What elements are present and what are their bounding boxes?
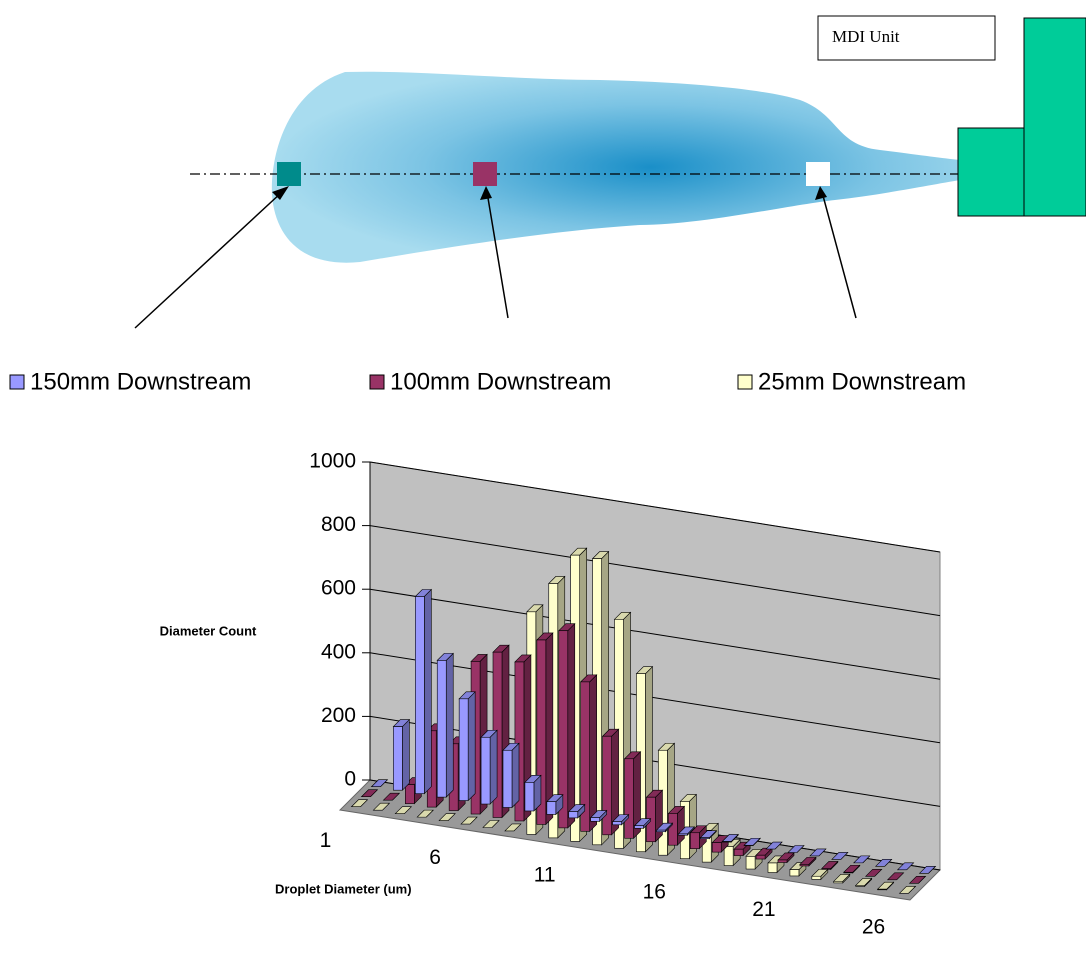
x-tick-label: 21 [752, 898, 775, 921]
bar-front [878, 889, 887, 890]
mdi-label: MDI Unit [832, 27, 900, 46]
marker-25 [806, 162, 830, 186]
bar-front [700, 838, 709, 839]
x-axis-label: Droplet Diameter (um) [275, 881, 412, 896]
diagram: MDI Unit [135, 16, 1086, 328]
y-tick-label: 800 [321, 513, 356, 536]
bar-front [812, 876, 821, 879]
bar-front [613, 822, 622, 825]
x-tick-label: 26 [862, 915, 885, 938]
bar-front [569, 812, 578, 818]
spray-plume [272, 72, 960, 263]
bar-side [490, 730, 497, 804]
bar-front [756, 855, 765, 859]
bar-front [547, 802, 556, 815]
page: MDI Unit Diameter Count Droplet Diameter… [0, 0, 1086, 961]
bar-side [568, 624, 575, 828]
bar-front [415, 596, 424, 793]
bar [415, 589, 431, 793]
y-axis-label: Diameter Count [160, 623, 257, 638]
y-tick-label: 0 [344, 768, 356, 791]
bar-front [678, 834, 687, 835]
bar-front [834, 881, 843, 883]
marker-100 [473, 162, 497, 186]
bar-side [655, 790, 662, 842]
bar-front [525, 782, 534, 811]
bar-front [724, 846, 733, 865]
y-tick-label: 200 [321, 704, 356, 727]
legend-label: 25mm Downstream [758, 368, 966, 395]
bar-side [546, 633, 553, 824]
bar [459, 692, 475, 801]
bar-side [446, 653, 453, 797]
bar-front [822, 868, 831, 869]
bar-front [635, 826, 644, 829]
bar [503, 743, 519, 807]
arrow [135, 192, 282, 328]
x-tick-label: 6 [429, 846, 441, 869]
bar-front [591, 818, 600, 822]
bar-front [437, 660, 446, 797]
bar-front [668, 813, 677, 845]
marker-150 [277, 162, 301, 186]
legend-swatch [738, 375, 752, 389]
bar-side [590, 675, 597, 831]
x-tick-label: 1 [320, 829, 332, 852]
bar-front [734, 849, 743, 855]
bar-front [712, 843, 721, 853]
bar-front [459, 699, 468, 801]
bar-front [656, 830, 665, 832]
y-tick-label: 600 [321, 577, 356, 600]
bar-front [790, 870, 799, 876]
bar-front [405, 785, 414, 804]
legend-swatch [370, 375, 384, 389]
bar-front [856, 885, 865, 886]
bar [481, 730, 497, 804]
y-tick-label: 1000 [309, 450, 356, 473]
bar [525, 775, 541, 811]
bar-front [768, 863, 777, 873]
bar-side [424, 589, 431, 793]
bar-front [800, 864, 809, 866]
arrow [822, 192, 856, 318]
bar-front [722, 841, 731, 842]
legend-swatch [10, 375, 24, 389]
x-tick-label: 11 [534, 863, 556, 886]
mdi-canister [1024, 18, 1086, 216]
bar [437, 653, 453, 797]
bar [646, 790, 662, 842]
bar-front [503, 750, 512, 807]
bar-front [778, 860, 787, 863]
bar-front [746, 856, 755, 869]
bar-side [402, 720, 409, 791]
y-tick-label: 400 [321, 640, 356, 663]
bar-front [844, 872, 853, 873]
bar-front [393, 727, 402, 791]
bar [393, 720, 409, 791]
x-tick-label: 16 [643, 881, 666, 904]
bar-front [603, 736, 612, 835]
bar-front [690, 833, 699, 849]
bar-side [468, 692, 475, 801]
bar-side [689, 794, 696, 858]
legend-label: 100mm Downstream [390, 368, 611, 395]
legend-label: 150mm Downstream [30, 368, 251, 395]
bar-front [481, 737, 490, 804]
bar-front [625, 759, 634, 839]
bar-side [512, 743, 519, 807]
mdi-mouthpiece [958, 128, 1024, 216]
